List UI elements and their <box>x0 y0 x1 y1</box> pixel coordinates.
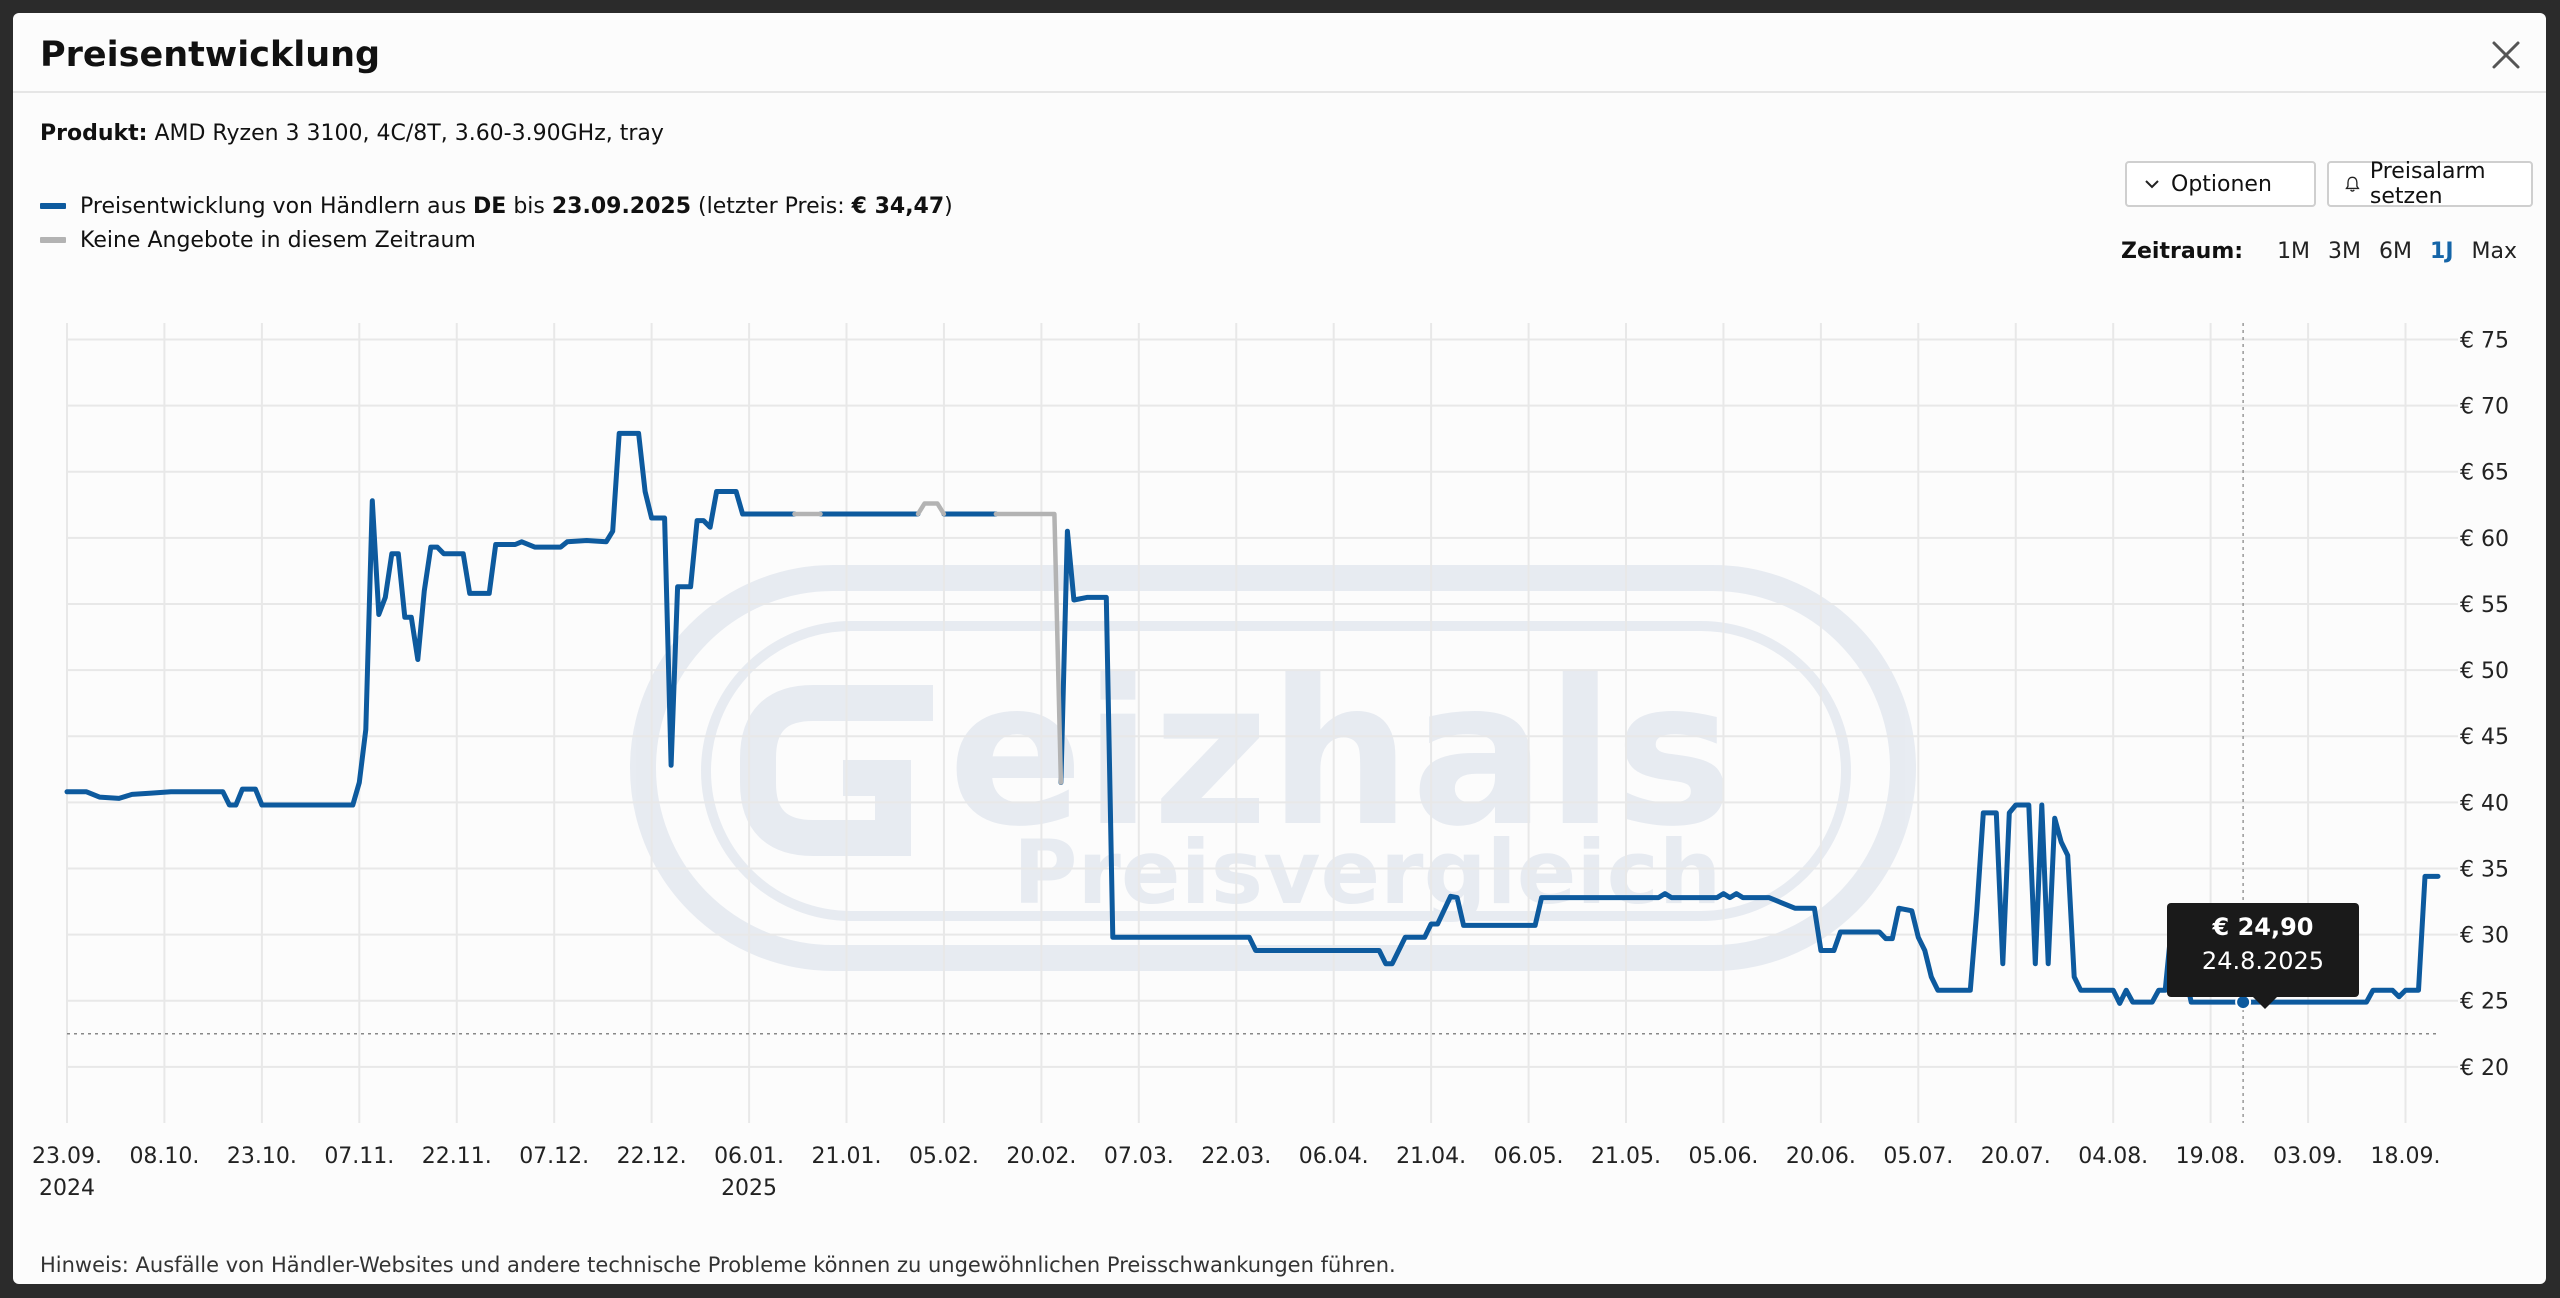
tooltip-arrow <box>2253 997 2277 1009</box>
y-tick-label: € 45 <box>2460 725 2509 750</box>
svg-text:eizhals: eizhals <box>948 638 1734 871</box>
legend-swatch-series <box>40 203 66 209</box>
legend-text-part: bis <box>506 193 552 219</box>
x-axis: 23.09. 2024 08.10. 23.10. 07.11. 22.11. 07.12.… <box>32 1144 2441 1201</box>
x-tick-year-label: 2024 <box>39 1176 95 1201</box>
options-button[interactable]: Optionen <box>2125 161 2316 207</box>
product-label: Produkt: <box>40 121 148 146</box>
legend-text-part: Preisentwicklung von Händlern aus <box>80 193 474 219</box>
tooltip-date: 24.8.2025 <box>2201 947 2325 975</box>
x-tick-label: 21.01. <box>812 1144 882 1169</box>
legend-last-price: € 34,47 <box>851 193 945 219</box>
legend-text-part: (letzter Preis: <box>691 193 852 219</box>
y-tick-label: € 30 <box>2460 924 2509 949</box>
product-line: Produkt: AMD Ryzen 3 3100, 4C/8T, 3.60-3… <box>40 121 664 146</box>
y-tick-label: € 35 <box>2460 857 2509 882</box>
range-option-1j[interactable]: 1J <box>2430 239 2454 264</box>
x-tick-label: 23.09. <box>32 1144 102 1169</box>
price-alarm-button[interactable]: Preisalarm setzen <box>2327 159 2533 209</box>
x-tick-label: 22.03. <box>1201 1144 1271 1169</box>
x-tick-label: 23.10. <box>227 1144 297 1169</box>
y-tick-label: € 40 <box>2460 791 2509 816</box>
y-axis: € 20 € 25 € 30 € 35 € 40 € 45 € 50 € 55 € 60 € 65… <box>2460 328 2509 1080</box>
x-tick-label: 07.11. <box>324 1144 394 1169</box>
price-chart[interactable]: eizhals Preisvergleich € 20€ 25€ 30€ 35€… <box>13 13 2546 1243</box>
range-option-6m[interactable]: 6M <box>2379 239 2413 264</box>
price-history-modal: Preisentwicklung Produkt: AMD Ryzen 3 31… <box>13 13 2546 1284</box>
x-tick-label: 03.09. <box>2273 1144 2343 1169</box>
chart-series <box>64 430 2441 1006</box>
legend-swatch-gap <box>40 237 66 243</box>
x-tick-label: 07.03. <box>1104 1144 1174 1169</box>
series-line-no-offers <box>915 501 947 517</box>
x-tick-label: 06.05. <box>1494 1144 1564 1169</box>
y-tick-label: € 70 <box>2460 395 2509 420</box>
x-tick-label: 08.10. <box>129 1144 199 1169</box>
disclaimer-hint: Hinweis: Ausfälle von Händler-Websites u… <box>40 1253 1396 1277</box>
x-tick-label: 06.01. <box>714 1144 784 1169</box>
x-tick-year-label: 2025 <box>721 1176 777 1201</box>
chart-grid <box>66 323 2458 1123</box>
range-option-max[interactable]: Max <box>2471 239 2517 264</box>
close-button[interactable] <box>2486 35 2526 75</box>
x-tick-label: 05.07. <box>1883 1144 1953 1169</box>
y-tick-label: € 75 <box>2460 328 2509 353</box>
x-tick-label: 05.06. <box>1688 1144 1758 1169</box>
legend-country: DE <box>473 193 507 219</box>
y-tick-label: € 20 <box>2460 1056 2509 1081</box>
y-tick-label: € 65 <box>2460 461 2509 486</box>
x-tick-label: 18.09. <box>2371 1144 2441 1169</box>
range-option-1m[interactable]: 1M <box>2277 239 2311 264</box>
y-tick-label: € 55 <box>2460 593 2509 618</box>
x-tick-label: 21.05. <box>1591 1144 1661 1169</box>
x-tick-label: 04.08. <box>2078 1144 2148 1169</box>
x-tick-label: 20.06. <box>1786 1144 1856 1169</box>
chart-legend: Preisentwicklung von Händlern aus DE bis… <box>40 189 953 257</box>
geizhals-watermark-logo: eizhals Preisvergleich <box>630 565 1916 971</box>
modal-header: Preisentwicklung <box>13 13 2546 93</box>
series-line-no-offers <box>993 511 1064 785</box>
modal-title: Preisentwicklung <box>40 35 381 75</box>
legend-item-gap: Keine Angebote in diesem Zeitraum <box>40 223 953 257</box>
x-tick-label: 07.12. <box>519 1144 589 1169</box>
x-tick-label: 22.11. <box>422 1144 492 1169</box>
close-icon <box>2492 41 2520 69</box>
legend-date: 23.09.2025 <box>551 193 692 219</box>
options-label: Optionen <box>2171 171 2272 197</box>
y-tick-label: € 60 <box>2460 527 2509 552</box>
x-tick-label: 19.08. <box>2176 1144 2246 1169</box>
product-name: AMD Ryzen 3 3100, 4C/8T, 3.60-3.90GHz, t… <box>154 121 664 146</box>
range-option-3m[interactable]: 3M <box>2328 239 2362 264</box>
price-alarm-label: Preisalarm setzen <box>2369 159 2486 209</box>
legend-text-part: ) <box>944 193 953 219</box>
x-tick-label: 05.02. <box>909 1144 979 1169</box>
highlight-point <box>2235 994 2252 1011</box>
legend-gap-text: Keine Angebote in diesem Zeitraum <box>80 227 476 253</box>
y-tick-label: € 50 <box>2460 659 2509 684</box>
x-tick-label: 22.12. <box>617 1144 687 1169</box>
x-tick-label: 06.04. <box>1299 1144 1369 1169</box>
time-range-selector: Zeitraum: 1M 3M 6M 1J Max <box>2121 239 2517 264</box>
series-line-de <box>1058 528 2441 1006</box>
legend-item-series: Preisentwicklung von Händlern aus DE bis… <box>40 189 953 223</box>
x-tick-label: 20.02. <box>1006 1144 1076 1169</box>
tooltip-price: € 24,90 <box>2212 913 2314 941</box>
chevron-down-icon <box>2145 180 2159 189</box>
svg-text:Preisvergleich: Preisvergleich <box>1013 821 1721 924</box>
y-tick-label: € 25 <box>2460 990 2509 1015</box>
time-range-label: Zeitraum: <box>2121 239 2244 264</box>
x-tick-label: 20.07. <box>1981 1144 2051 1169</box>
legend-series-text: Preisentwicklung von Händlern aus DE bis… <box>80 194 953 219</box>
chart-tooltip: € 24,90 24.8.2025 <box>2167 903 2359 1009</box>
bell-icon <box>2345 176 2360 192</box>
series-line-de <box>64 430 797 808</box>
x-tick-label: 21.04. <box>1396 1144 1466 1169</box>
